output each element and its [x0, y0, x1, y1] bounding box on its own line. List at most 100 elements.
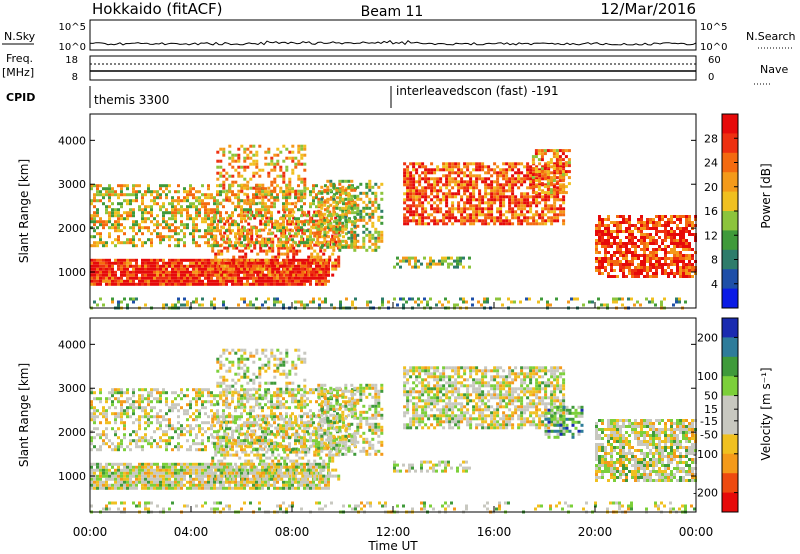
heatmap-cell — [111, 297, 114, 301]
heatmap-cell — [661, 215, 664, 218]
heatmap-cell — [652, 272, 655, 275]
heatmap-cell — [341, 197, 345, 201]
heatmap-cell — [673, 236, 676, 239]
heatmap-cell — [561, 170, 565, 174]
heatmap-cell — [625, 260, 628, 263]
heatmap-cell — [117, 480, 120, 484]
heatmap-cell — [123, 480, 126, 484]
heatmap-cell — [433, 210, 437, 214]
heatmap-cell — [219, 201, 223, 205]
heatmap-cell — [111, 202, 114, 206]
heatmap-cell — [541, 216, 545, 220]
heatmap-cell — [324, 462, 327, 466]
heatmap-cell — [217, 219, 221, 223]
heatmap-cell — [271, 255, 275, 259]
heatmap-cell — [631, 251, 634, 254]
heatmap-cell — [558, 188, 562, 192]
heatmap-cell — [604, 218, 607, 221]
heatmap-cell — [616, 263, 619, 266]
heatmap-cell — [255, 297, 258, 301]
heatmap-cell — [279, 300, 282, 304]
heatmap-cell — [255, 214, 258, 218]
heatmap-cell — [214, 417, 218, 421]
heatmap-cell — [291, 150, 295, 154]
heatmap-cell — [147, 471, 150, 475]
heatmap-cell — [165, 483, 168, 487]
heatmap-cell — [147, 486, 150, 490]
cpid-strip: CPID themis 3300 interleavedscon (fast) … — [6, 84, 559, 108]
heatmap-cell — [306, 244, 309, 248]
heatmap-cell — [96, 303, 99, 307]
heatmap-cell — [442, 174, 446, 178]
heatmap-cell — [445, 186, 449, 190]
heatmap-cell — [135, 468, 138, 472]
heatmap-cell — [105, 270, 108, 274]
heatmap-cell — [598, 272, 601, 275]
heatmap-cell — [96, 474, 99, 478]
heatmap-cell — [324, 300, 327, 304]
heatmap-cell — [616, 233, 619, 236]
heatmap-cell — [147, 270, 150, 274]
heatmap-cell — [111, 474, 114, 478]
heatmap-cell — [231, 153, 235, 157]
heatmap-cell — [544, 207, 548, 211]
heatmap-cell — [345, 232, 348, 236]
heatmap-cell — [598, 221, 601, 224]
heatmap-cell — [225, 189, 229, 193]
heatmap-cell — [439, 177, 443, 181]
heatmap-cell — [288, 238, 291, 242]
heatmap-cell — [448, 162, 452, 166]
heatmap-cell — [610, 275, 613, 278]
heatmap-cell — [231, 159, 235, 163]
heatmap-cell — [222, 198, 226, 202]
heatmap-cell — [277, 237, 281, 241]
heatmap-cell — [217, 450, 221, 454]
heatmap-cell — [255, 226, 258, 230]
heatmap-cell — [655, 251, 658, 254]
heatmap-cell — [90, 258, 93, 262]
heatmap-cell — [214, 453, 218, 457]
heatmap-cell — [252, 153, 256, 157]
heatmap-cell — [282, 480, 285, 484]
heatmap-cell — [141, 244, 144, 248]
heatmap-cell — [276, 258, 279, 262]
heatmap-cell — [597, 297, 600, 301]
heatmap-cell — [240, 220, 243, 224]
heatmap-cell — [344, 224, 348, 228]
heatmap-cell — [652, 266, 655, 269]
heatmap-cell — [171, 468, 174, 472]
heatmap-cell — [604, 233, 607, 236]
heatmap-cell — [325, 234, 329, 238]
heatmap-cell — [347, 245, 351, 249]
heatmap-cell — [682, 260, 685, 263]
heatmap-cell — [490, 207, 494, 211]
heatmap-cell — [99, 258, 102, 262]
heatmap-cell — [216, 223, 219, 227]
heatmap-cell — [499, 171, 503, 175]
heatmap-cell — [499, 174, 503, 178]
heatmap-cell — [210, 229, 213, 233]
heatmap-cell — [643, 239, 646, 242]
heatmap-cell — [270, 156, 274, 160]
heatmap-cell — [448, 171, 452, 175]
heatmap-cell — [291, 168, 295, 172]
heatmap-cell — [691, 233, 694, 236]
heatmap-cell — [634, 254, 637, 257]
heatmap-cell — [189, 217, 192, 221]
heatmap-cell — [622, 230, 625, 233]
heatmap-cell — [490, 216, 494, 220]
heatmap-cell — [174, 480, 177, 484]
heatmap-cell — [195, 261, 198, 265]
heatmap-cell — [105, 468, 108, 472]
heatmap-cell — [282, 223, 285, 227]
heatmap-cell — [279, 486, 282, 490]
heatmap-cell — [619, 263, 622, 266]
colorbar-tick-label: 16 — [704, 205, 718, 218]
heatmap-cell — [421, 207, 425, 211]
heatmap-cell — [670, 230, 673, 233]
heatmap-cell — [195, 223, 198, 227]
heatmap-cell — [330, 238, 333, 242]
heatmap-cell — [424, 165, 428, 169]
heatmap-cell — [297, 223, 300, 227]
heatmap-cell — [168, 270, 171, 274]
